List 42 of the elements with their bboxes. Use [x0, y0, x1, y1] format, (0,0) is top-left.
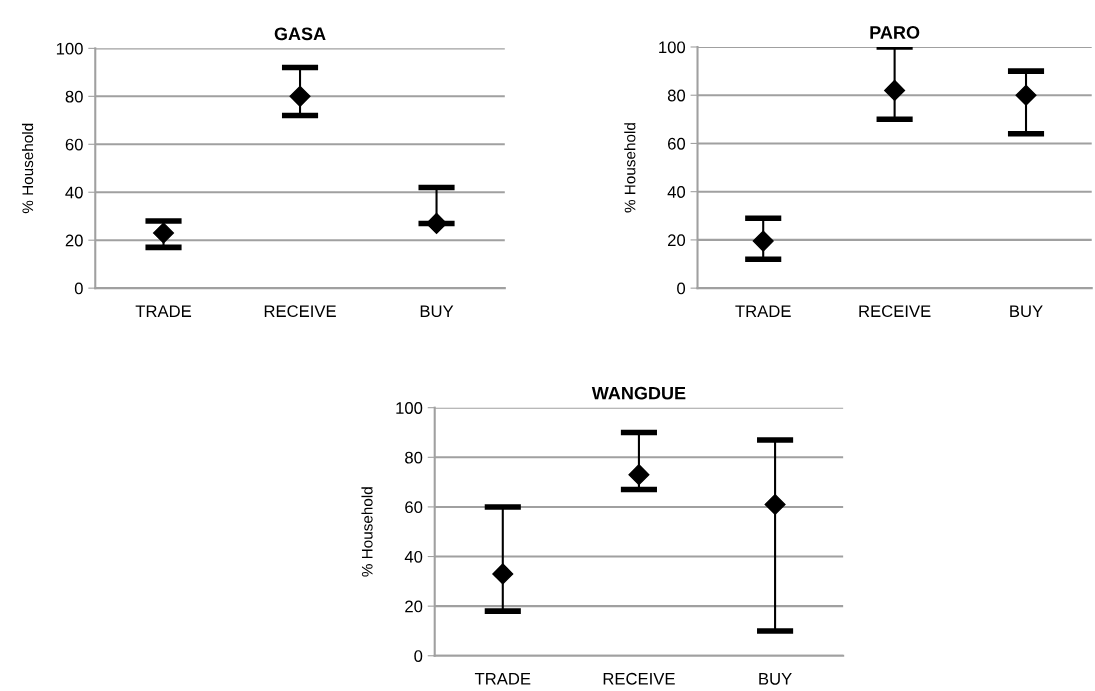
chart-title: GASA [274, 27, 326, 41]
x-tick-label: TRADE [474, 673, 531, 685]
chart-title: WANGDUE [591, 386, 686, 400]
y-tick-label: 20 [65, 234, 83, 247]
y-tick-label: 60 [65, 138, 83, 151]
point [884, 79, 906, 101]
y-tick-label: 40 [65, 186, 83, 199]
y-tick-label: 60 [668, 137, 686, 150]
x-tick-label: RECEIVE [859, 305, 931, 318]
x-tick-label: BUY [1010, 305, 1043, 318]
y-tick-label: 60 [405, 501, 423, 514]
y-axis-title: % Household [361, 487, 373, 577]
y-tick-label: 80 [405, 451, 423, 464]
x-tick-label: TRADE [135, 305, 192, 317]
point [289, 85, 311, 107]
y-tick-label: 0 [414, 650, 423, 662]
y-tick-label: 100 [56, 42, 83, 55]
point [1015, 84, 1037, 106]
x-tick-label: BUY [420, 305, 454, 318]
point [426, 212, 448, 234]
x-tick-label: RECEIVE [264, 305, 336, 318]
y-tick-label: 0 [677, 282, 686, 295]
x-tick-label: RECEIVE [603, 672, 675, 685]
point [764, 493, 786, 515]
y-tick-label: 100 [396, 402, 423, 414]
y-tick-label: 80 [667, 89, 686, 102]
x-tick-label: TRADE [735, 305, 791, 317]
y-axis-title: % Household [624, 123, 636, 213]
chart-title: PARO [870, 26, 920, 39]
y-tick-label: 0 [74, 282, 83, 295]
point [153, 222, 175, 244]
y-tick-label: 80 [65, 90, 83, 103]
y-tick-label: 40 [404, 550, 423, 563]
y-tick-label: 20 [405, 600, 423, 613]
y-tick-label: 20 [668, 234, 686, 247]
y-tick-label: 40 [667, 186, 686, 198]
x-tick-label: BUY [759, 673, 792, 685]
point [492, 563, 514, 585]
y-axis-title: % Household [21, 123, 34, 214]
y-tick-label: 100 [659, 41, 686, 54]
point [628, 464, 650, 486]
point [752, 230, 774, 252]
